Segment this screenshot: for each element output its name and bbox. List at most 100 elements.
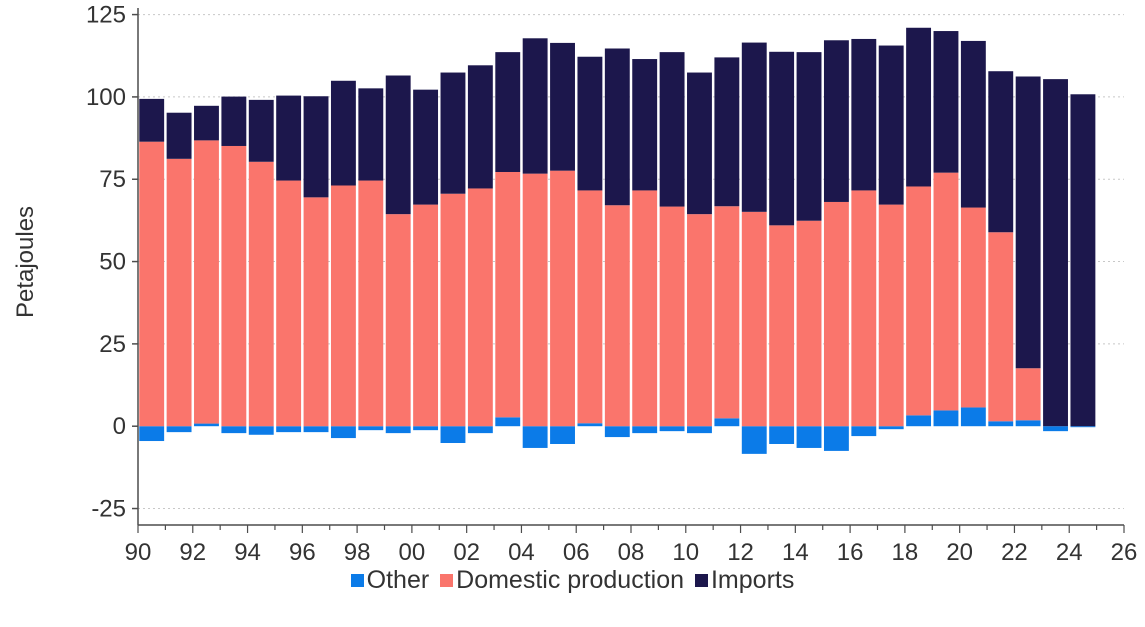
- bar-domestic-production-2012: [741, 211, 767, 427]
- bar-domestic-production-2015: [823, 201, 849, 427]
- x-tick-label: 10: [672, 539, 699, 560]
- bar-domestic-production-2020: [960, 207, 986, 408]
- x-tick-label: 08: [618, 539, 645, 560]
- bar-imports-1995: [276, 95, 302, 181]
- x-tick-label: 90: [125, 539, 152, 560]
- bar-other-2001: [440, 426, 466, 444]
- bar-other-2018: [906, 415, 932, 427]
- x-ticks: 90 92 94 96 98 00 02 04 06 08 10 12 14 16 18 20 22 24 26: [125, 525, 1138, 566]
- bar-domestic-production-1993: [221, 145, 247, 427]
- bar-imports-2012: [741, 42, 767, 212]
- bar-domestic-production-2003: [495, 171, 521, 418]
- x-tick-label: 24: [1056, 539, 1083, 560]
- x-tick-label: 96: [289, 539, 316, 560]
- bar-domestic-production-2008: [632, 190, 658, 427]
- bar-domestic-production-1994: [248, 161, 274, 427]
- bar-imports-2009: [659, 52, 685, 207]
- bar-imports-2005: [550, 42, 575, 171]
- y-tick-label: 25: [99, 331, 126, 358]
- bar-imports-2024: [1070, 94, 1096, 427]
- bar-domestic-production-2009: [659, 206, 685, 427]
- legend-swatch-other: [350, 574, 364, 587]
- bar-imports-2022: [1015, 76, 1041, 369]
- bar-imports-1991: [166, 112, 192, 159]
- bar-imports-1992: [194, 105, 219, 141]
- bar-imports-2010: [687, 72, 712, 215]
- bar-other-2014: [796, 426, 822, 448]
- bar-domestic-production-2016: [851, 190, 877, 427]
- bar-domestic-production-2006: [577, 190, 603, 424]
- x-tick-label: 18: [892, 539, 919, 560]
- bar-domestic-production-2001: [440, 193, 466, 427]
- legend-item-other: Other: [350, 566, 430, 595]
- x-tick-label: 12: [727, 539, 754, 560]
- y-ticks: -25 0 25 50 75 100 125: [86, 2, 138, 523]
- bar-imports-2008: [632, 59, 658, 191]
- bar-other-2012: [741, 426, 767, 454]
- legend-label-other: Other: [366, 566, 430, 594]
- bar-other-1999: [385, 426, 411, 434]
- bar-other-2021: [988, 421, 1014, 427]
- bar-imports-2000: [413, 89, 439, 205]
- bar-imports-2015: [823, 40, 849, 202]
- bar-other-2019: [933, 410, 959, 427]
- x-tick-label: 98: [344, 539, 371, 560]
- x-tick-label: 26: [1111, 539, 1138, 560]
- bar-other-1990: [139, 426, 165, 442]
- bar-domestic-production-1992: [194, 140, 219, 424]
- bar-other-2003: [495, 417, 521, 427]
- bar-other-1995: [276, 426, 302, 433]
- bar-imports-2011: [714, 57, 740, 207]
- legend: Other Domestic production Imports: [0, 566, 1145, 595]
- x-tick-label: 16: [837, 539, 864, 560]
- bar-imports-2001: [440, 72, 466, 194]
- bar-other-1998: [358, 426, 384, 431]
- bar-other-1993: [221, 426, 247, 434]
- y-tick-label: 50: [99, 249, 126, 276]
- bar-domestic-production-2017: [878, 204, 904, 427]
- bar-domestic-production-2000: [413, 204, 439, 427]
- x-tick-label: 06: [563, 539, 590, 560]
- bar-other-1996: [303, 426, 329, 433]
- x-tick-label: 00: [399, 539, 426, 560]
- bar-other-1994: [248, 426, 274, 435]
- bar-imports-1994: [248, 99, 274, 162]
- bar-other-2016: [851, 426, 877, 437]
- y-tick-label: 125: [86, 2, 126, 29]
- bar-imports-2016: [851, 38, 877, 191]
- bar-imports-2018: [906, 27, 932, 187]
- bar-other-2010: [687, 426, 712, 434]
- bar-imports-1997: [330, 80, 356, 186]
- bar-other-2004: [522, 426, 548, 448]
- bar-domestic-production-2011: [714, 206, 740, 419]
- x-tick-label: 92: [179, 539, 206, 560]
- bar-imports-2002: [467, 65, 493, 189]
- bar-other-2022: [1015, 420, 1041, 427]
- bar-domestic-production-1991: [166, 158, 192, 427]
- bar-imports-2003: [495, 52, 521, 172]
- legend-label-domestic-production: Domestic production: [456, 566, 685, 594]
- bar-imports-1990: [139, 98, 165, 142]
- bar-domestic-production-1990: [139, 141, 165, 427]
- bar-domestic-production-1998: [358, 180, 384, 427]
- bar-other-2023: [1043, 426, 1068, 432]
- bar-imports-1998: [358, 88, 384, 181]
- bar-imports-1996: [303, 96, 329, 198]
- bar-other-2017: [878, 426, 904, 430]
- bar-domestic-production-2004: [522, 173, 548, 427]
- bar-other-2013: [769, 426, 795, 444]
- bar-domestic-production-1997: [330, 185, 356, 427]
- bar-other-2015: [823, 426, 849, 451]
- bars: [139, 27, 1096, 454]
- bar-other-2020: [960, 407, 986, 427]
- x-tick-label: 04: [508, 539, 535, 560]
- bar-imports-2021: [988, 71, 1014, 233]
- x-tick-label: 22: [1001, 539, 1028, 560]
- bar-domestic-production-2005: [550, 170, 575, 427]
- bar-domestic-production-2002: [467, 188, 493, 427]
- bar-domestic-production-1999: [385, 214, 411, 427]
- bar-domestic-production-2014: [796, 220, 822, 427]
- bar-other-2011: [714, 418, 740, 427]
- bar-imports-2014: [796, 52, 822, 221]
